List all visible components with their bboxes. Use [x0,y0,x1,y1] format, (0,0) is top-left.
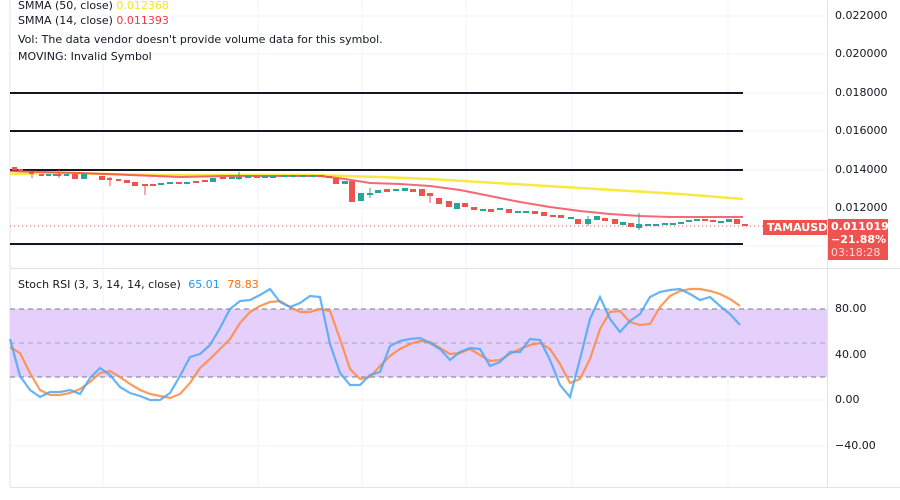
stoch-rsi-axis[interactable]: 80.00 40.00 0.00 −40.00 [827,269,900,487]
price-tick: 0.018000 [835,86,888,99]
stoch-rsi-d-value: 78.83 [227,278,259,291]
pane-divider[interactable] [10,268,900,269]
stoch-rsi-canvas[interactable] [0,269,827,487]
legend-smma50: SMMA (50, close) 0.012368 [18,0,169,13]
last-price-tag: 0.011019 −21.88% 03:18:28 [828,219,889,260]
rsi-tick: 0.00 [835,393,860,406]
smma14-value: 0.011393 [116,14,169,27]
smma50-label: SMMA (50, close) [18,0,113,12]
price-chart-canvas[interactable] [0,0,827,268]
smma50-value: 0.012368 [116,0,169,12]
legend-volume-note: Vol: The data vendor doesn't provide vol… [18,33,383,46]
time-axis-divider [10,487,900,488]
stoch-rsi-k-value: 65.01 [188,278,220,291]
legend-smma14: SMMA (14, close) 0.011393 [18,13,169,28]
legend-moving-note: MOVING: Invalid Symbol [18,50,152,63]
price-axis[interactable]: 0.022000 0.020000 0.018000 0.016000 0.01… [827,0,900,268]
price-tick: 0.012000 [835,201,888,214]
bar-countdown: 03:18:28 [831,246,881,259]
stoch-rsi-pane[interactable]: Stoch RSI (3, 3, 14, 14, close) 65.01 78… [0,269,827,487]
price-change: −21.88% [831,233,887,246]
candles [12,167,748,230]
rsi-tick: 80.00 [835,302,867,315]
stoch-rsi-legend: Stoch RSI (3, 3, 14, 14, close) 65.01 78… [18,277,259,292]
stoch-rsi-label: Stoch RSI (3, 3, 14, 14, close) [18,278,181,291]
price-chart-pane[interactable]: SMMA (50, close) 0.012368 SMMA (14, clos… [0,0,832,268]
horizontal-levels [10,92,743,245]
last-price: 0.011019 [831,220,889,233]
smma14-label: SMMA (14, close) [18,14,113,27]
price-tick: 0.022000 [835,9,888,22]
rsi-tick: 40.00 [835,348,867,361]
price-tick: 0.016000 [835,124,888,137]
rsi-tick: −40.00 [835,439,876,452]
symbol-tag: TAMAUSD [763,220,832,235]
price-tick: 0.014000 [835,163,888,176]
time-axis[interactable] [10,488,827,500]
price-tick: 0.020000 [835,47,888,60]
